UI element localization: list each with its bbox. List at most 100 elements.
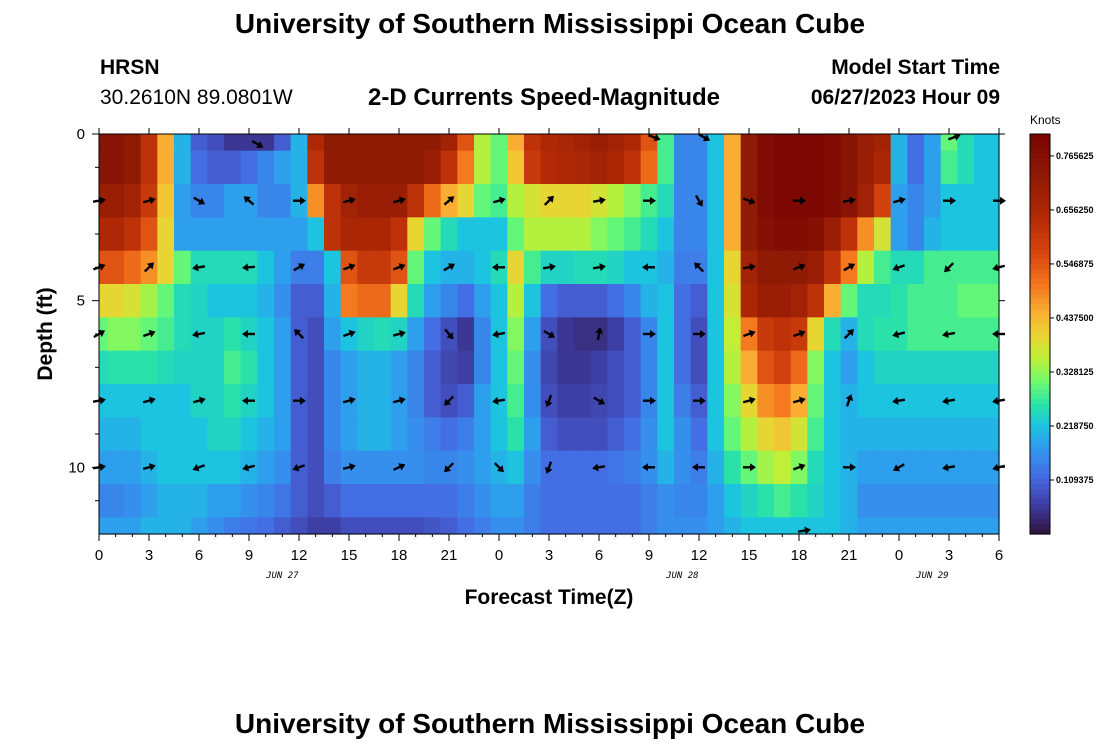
heatmap-cell xyxy=(207,450,225,485)
heatmap-cell xyxy=(374,317,392,352)
arrow-head xyxy=(444,465,452,473)
current-arrow xyxy=(643,396,656,405)
heatmap-cell xyxy=(224,484,242,518)
heatmap-cell xyxy=(924,150,942,185)
colorbar-swatch xyxy=(1030,454,1050,460)
heatmap-cell xyxy=(674,150,692,185)
heatmap-cell xyxy=(357,417,375,452)
heatmap-cell xyxy=(457,184,475,218)
heatmap-cell xyxy=(590,150,608,185)
heatmap-cell xyxy=(107,250,125,285)
current-arrow xyxy=(342,329,356,338)
heatmap-cell xyxy=(774,450,792,485)
heatmap-cell xyxy=(207,217,225,252)
current-arrow xyxy=(492,330,506,339)
current-arrow xyxy=(892,396,906,405)
heatmap-cell xyxy=(340,350,358,385)
arrow-head xyxy=(798,263,806,271)
heatmap-cell xyxy=(574,450,592,485)
colorbar-swatch xyxy=(1030,154,1050,160)
heatmap-cell xyxy=(940,417,958,452)
heatmap-cell xyxy=(574,284,592,318)
arrow-head xyxy=(99,463,106,472)
heatmap-cell xyxy=(374,150,392,185)
heatmap-cell xyxy=(790,134,808,152)
heatmap-cell xyxy=(174,250,192,285)
heatmap-cell xyxy=(540,284,558,318)
heatmap-cell xyxy=(824,217,842,252)
heatmap-cell xyxy=(890,134,908,152)
arrow-head xyxy=(694,262,702,270)
heatmap-cell xyxy=(874,350,892,385)
heatmap-cell xyxy=(557,450,575,485)
x-tick-label: 0 xyxy=(495,547,503,564)
heatmap-cell xyxy=(307,284,325,318)
heatmap-cell xyxy=(807,417,825,452)
heatmap-cell xyxy=(724,284,742,318)
heatmap-cell xyxy=(707,317,725,352)
heatmap-cell xyxy=(974,250,992,285)
heatmap-cell xyxy=(907,484,925,518)
current-arrow xyxy=(793,196,806,205)
colorbar-swatch xyxy=(1030,389,1050,395)
heatmap-cell xyxy=(724,250,742,285)
heatmap-cell xyxy=(824,184,842,218)
heatmap-cell xyxy=(174,150,192,185)
current-arrow xyxy=(694,262,705,273)
colorbar-swatch xyxy=(1030,299,1050,305)
current-arrow xyxy=(192,330,206,339)
heatmap-cell xyxy=(557,350,575,385)
heatmap-cell xyxy=(557,250,575,285)
current-arrow xyxy=(592,196,606,205)
heatmap-cell xyxy=(207,250,225,285)
heatmap-cell xyxy=(940,150,958,185)
heatmap-cell xyxy=(157,284,175,318)
heatmap-cell xyxy=(124,517,142,535)
heatmap-cell xyxy=(407,250,425,285)
colorbar-swatch xyxy=(1030,364,1050,370)
arrow-head xyxy=(192,263,199,272)
current-arrow xyxy=(193,196,206,205)
heatmap-cell xyxy=(824,150,842,185)
current-arrow xyxy=(595,327,604,341)
heatmap-cell xyxy=(624,450,642,485)
current-arrow xyxy=(543,329,556,338)
arrow-head xyxy=(242,330,248,338)
current-arrow xyxy=(142,196,156,205)
colorbar-swatch xyxy=(1030,284,1050,290)
arrow-head xyxy=(845,394,854,402)
heatmap-cell xyxy=(507,284,525,318)
current-arrow xyxy=(293,196,306,205)
arrow-head xyxy=(846,329,854,337)
heatmap-cell xyxy=(807,217,825,252)
heatmap-cell xyxy=(324,250,342,285)
heatmap-cell xyxy=(374,284,392,318)
heatmap-cell xyxy=(974,217,992,252)
colorbar-swatch xyxy=(1030,204,1050,210)
heatmap-cell xyxy=(324,134,342,152)
heatmap-cell xyxy=(557,184,575,218)
heatmap-cell xyxy=(707,284,725,318)
heatmap-cell xyxy=(824,450,842,485)
current-arrow xyxy=(342,396,356,405)
heatmap-cell xyxy=(490,134,508,152)
heatmap-cell xyxy=(407,517,425,535)
heatmap-cell xyxy=(224,450,242,485)
arrow-head xyxy=(992,396,999,405)
arrow-head xyxy=(300,196,306,205)
colorbar-swatch xyxy=(1030,199,1050,205)
arrow-head xyxy=(804,526,811,535)
x-tick-label: 18 xyxy=(391,547,408,564)
heatmap-cell xyxy=(524,450,542,485)
arrow-head xyxy=(444,398,452,406)
colorbar-swatch xyxy=(1030,139,1050,145)
heatmap-cell xyxy=(99,484,108,518)
heatmap-cell xyxy=(657,284,675,318)
arrow-head xyxy=(892,263,900,272)
heatmap-cell xyxy=(657,384,675,418)
heatmap-cell xyxy=(124,484,142,518)
heatmap-cell xyxy=(99,350,108,385)
heatmap-cell xyxy=(324,217,342,252)
heatmap-cell xyxy=(140,150,158,185)
heatmap-cell xyxy=(474,217,492,252)
